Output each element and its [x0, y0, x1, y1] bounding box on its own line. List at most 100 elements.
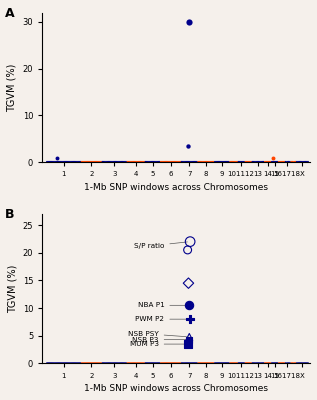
Point — [184, 360, 189, 366]
Point — [237, 159, 242, 165]
Point — [260, 159, 265, 165]
Point — [58, 360, 63, 366]
Point — [99, 159, 104, 165]
Point — [299, 159, 304, 165]
Point — [194, 159, 199, 165]
Point — [53, 159, 58, 165]
Point — [169, 360, 174, 366]
Point — [95, 159, 100, 165]
Point — [47, 159, 52, 165]
Point — [120, 360, 125, 366]
Point — [134, 360, 139, 366]
X-axis label: 1-Mb SNP windows across Chromosomes: 1-Mb SNP windows across Chromosomes — [84, 183, 268, 192]
Point — [146, 159, 152, 165]
Point — [144, 360, 149, 366]
Point — [275, 360, 280, 366]
Point — [241, 360, 246, 366]
Point — [125, 360, 130, 366]
Point — [144, 159, 149, 165]
X-axis label: 1-Mb SNP windows across Chromosomes: 1-Mb SNP windows across Chromosomes — [84, 384, 268, 393]
Point — [245, 360, 250, 366]
Point — [113, 360, 118, 366]
Point — [101, 360, 106, 366]
Point — [186, 360, 191, 366]
Point — [163, 360, 168, 366]
Point — [222, 360, 227, 366]
Point — [252, 159, 257, 165]
Point — [273, 360, 278, 366]
Point — [50, 360, 55, 366]
Point — [277, 159, 282, 165]
Point — [249, 159, 254, 165]
Point — [306, 159, 311, 165]
Point — [211, 159, 216, 165]
Point — [180, 360, 185, 366]
Text: S/P ratio: S/P ratio — [134, 242, 187, 249]
Point — [181, 159, 186, 165]
Point — [232, 360, 237, 366]
Point — [235, 159, 240, 165]
Point — [193, 159, 198, 165]
Text: B: B — [5, 208, 14, 221]
Point — [292, 360, 297, 366]
Point — [241, 159, 246, 165]
Point — [70, 159, 75, 165]
Point — [85, 360, 90, 366]
Point — [194, 360, 199, 366]
Point — [122, 159, 127, 165]
Point — [140, 159, 146, 165]
Point — [288, 159, 293, 165]
Point — [188, 238, 193, 245]
Point — [96, 360, 101, 366]
Point — [157, 360, 162, 366]
Point — [252, 360, 257, 366]
Point — [263, 159, 268, 165]
Point — [234, 360, 239, 366]
Point — [68, 159, 74, 165]
Point — [131, 159, 136, 165]
Point — [185, 247, 190, 253]
Point — [196, 360, 201, 366]
Point — [93, 360, 98, 366]
Point — [289, 159, 294, 165]
Point — [185, 360, 190, 366]
Point — [114, 360, 119, 366]
Point — [88, 159, 94, 165]
Point — [119, 360, 124, 366]
Point — [229, 360, 234, 366]
Point — [163, 159, 168, 165]
Point — [198, 360, 203, 366]
Point — [267, 159, 272, 165]
Point — [266, 360, 271, 366]
Point — [186, 159, 191, 165]
Point — [237, 360, 242, 366]
Point — [57, 360, 62, 366]
Point — [54, 159, 59, 165]
Point — [179, 360, 184, 366]
Point — [59, 360, 64, 366]
Point — [68, 360, 73, 366]
Point — [279, 159, 284, 165]
Point — [214, 360, 219, 366]
Point — [216, 360, 221, 366]
Point — [91, 159, 96, 165]
Point — [175, 360, 180, 366]
Point — [59, 159, 64, 165]
Point — [84, 159, 89, 165]
Point — [272, 360, 277, 366]
Point — [71, 159, 76, 165]
Point — [161, 360, 166, 366]
Point — [118, 159, 123, 165]
Point — [298, 159, 303, 165]
Point — [150, 159, 155, 165]
Point — [115, 360, 120, 366]
Point — [46, 159, 51, 165]
Point — [178, 159, 183, 165]
Point — [63, 360, 68, 366]
Point — [75, 360, 81, 366]
Point — [166, 159, 171, 165]
Point — [211, 360, 216, 366]
Point — [48, 159, 53, 165]
Point — [177, 159, 182, 165]
Point — [230, 360, 235, 366]
